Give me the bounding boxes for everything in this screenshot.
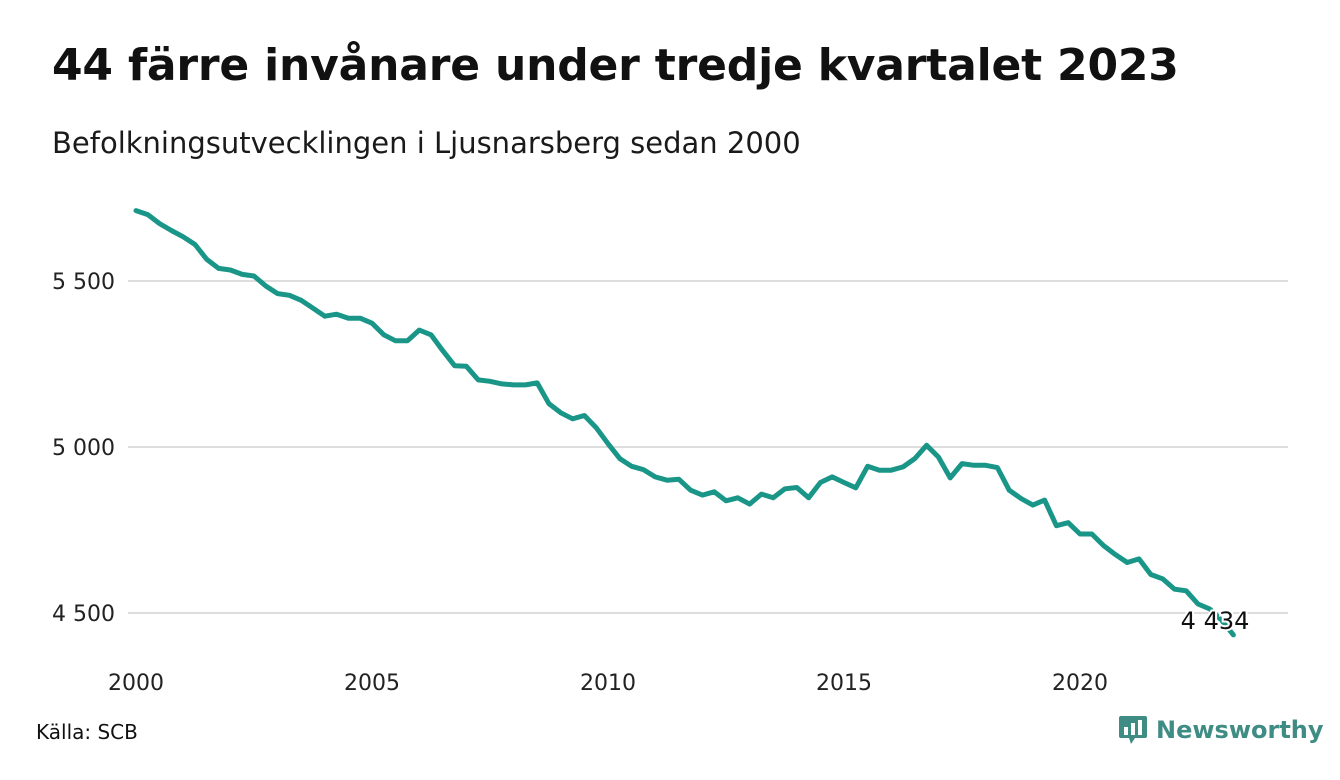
chart-subtitle: Befolkningsutvecklingen i Ljusnarsberg s… [52, 126, 801, 160]
label-layer: 4 434 [1179, 605, 1252, 637]
y-axis-ticks: 4 500 5 000 5 500 [52, 270, 115, 627]
x-tick-label: 2005 [344, 671, 400, 696]
x-tick-label: 2015 [816, 671, 872, 696]
y-tick-label: 5 500 [52, 270, 115, 295]
bar-chart-icon [1118, 714, 1148, 746]
y-tick-label: 5 000 [52, 436, 115, 461]
x-tick-label: 2010 [580, 671, 636, 696]
x-tick-label: 2000 [108, 671, 164, 696]
source-note: Källa: SCB [36, 720, 138, 744]
grid-layer [128, 280, 1288, 614]
x-tick-label: 2020 [1052, 671, 1108, 696]
brand-name: Newsworthy [1156, 716, 1324, 744]
series-layer [133, 208, 1236, 638]
y-tick-label: 4 500 [52, 602, 115, 627]
chart-title: 44 färre invånare under tredje kvartalet… [52, 40, 1179, 91]
brand-logo[interactable]: Newsworthy [1118, 714, 1324, 746]
x-axis-ticks: 2000 2005 2010 2015 2020 [108, 671, 1108, 696]
end-value-label: 4 434 [1181, 607, 1250, 635]
series-line [133, 208, 1236, 638]
